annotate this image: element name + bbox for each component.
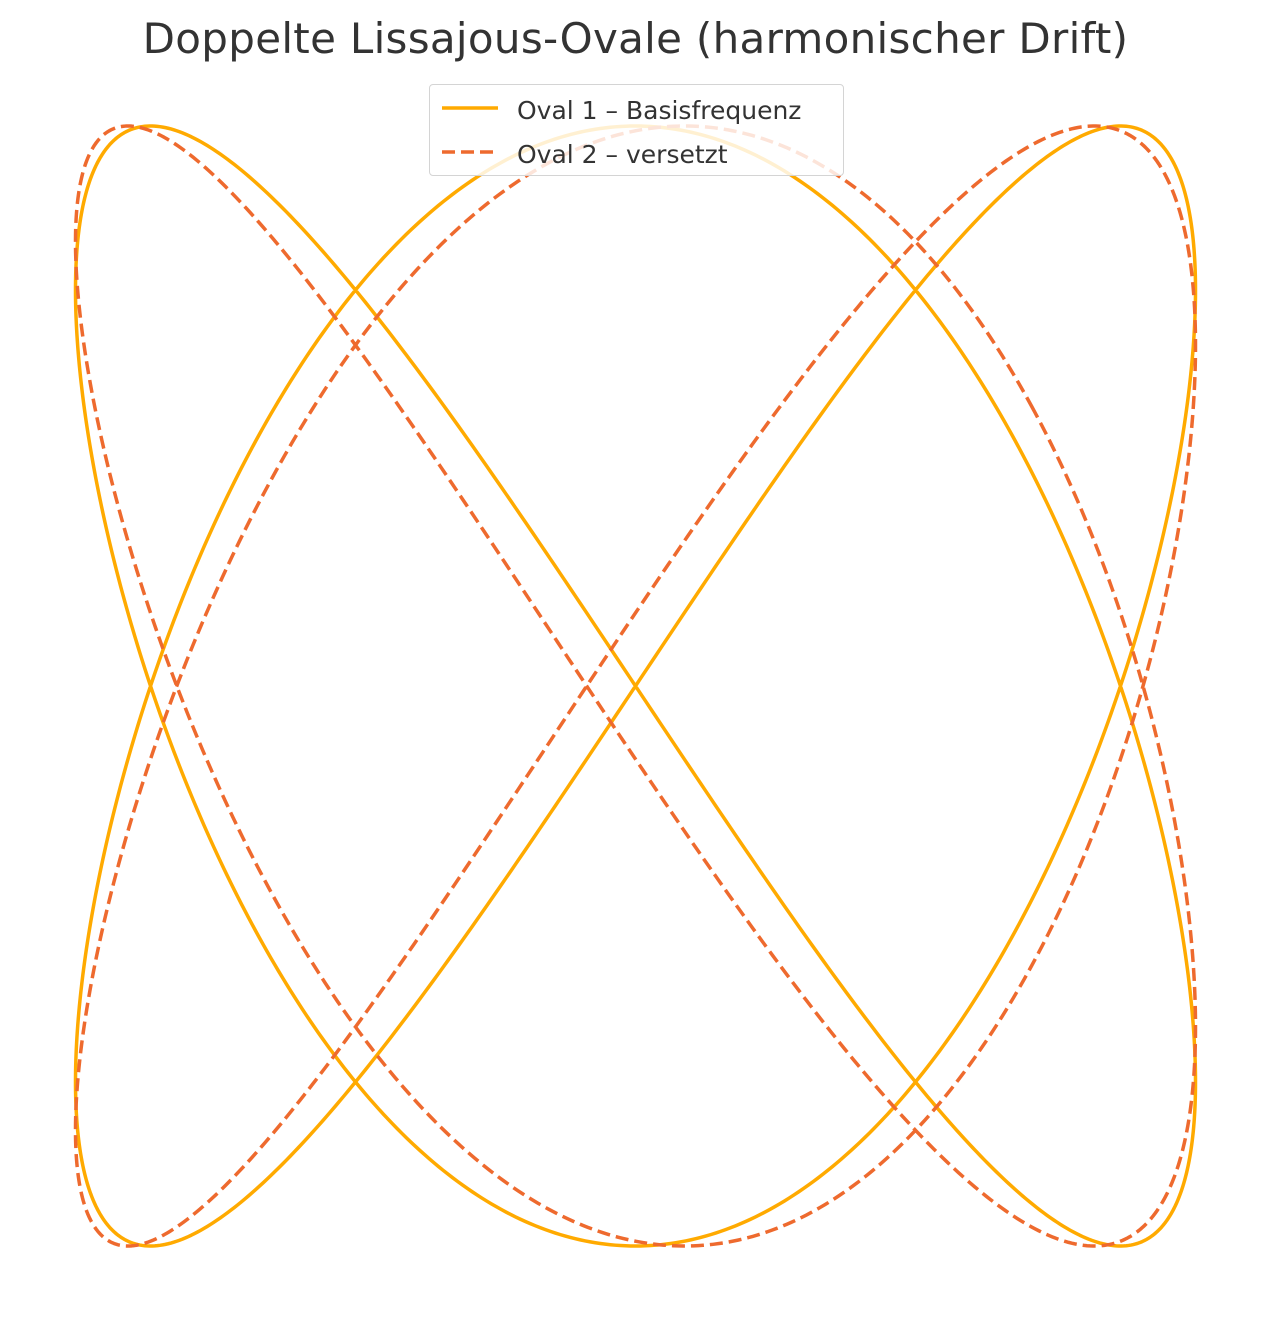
series-line-oval-2 (73, 124, 1198, 1248)
legend: Oval 1 – Basisfrequenz Oval 2 – versetzt (429, 84, 844, 176)
chart-title: Doppelte Lissajous-Ovale (harmonischer D… (142, 14, 1129, 63)
legend-label-oval-2: Oval 2 – versetzt (517, 140, 728, 169)
legend-item-oval-1: Oval 1 – Basisfrequenz (430, 93, 843, 125)
legend-item-oval-2: Oval 2 – versetzt (430, 137, 843, 169)
legend-swatch-oval-1 (442, 106, 498, 110)
legend-label-oval-1: Oval 1 – Basisfrequenz (517, 96, 802, 125)
series-layer (73, 124, 1198, 1248)
legend-swatch-oval-2 (442, 150, 498, 154)
series-line-oval-1 (73, 124, 1198, 1248)
